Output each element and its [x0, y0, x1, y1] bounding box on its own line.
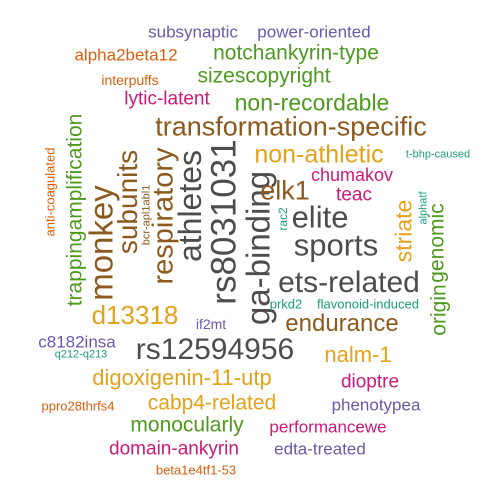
word-if2mt: if2mt: [195, 316, 227, 332]
word-domain-ankyrin: domain-ankyrin: [109, 438, 239, 460]
word-lytic-latent: lytic-latent: [124, 88, 210, 110]
word-ppro28thrfs4: ppro28thrfs4: [41, 398, 115, 414]
word-beta1e4tf1-53: beta1e4tf1-53: [155, 462, 237, 478]
word-phenotypea: phenotypea: [331, 395, 421, 415]
word-rac2: rac2: [276, 207, 290, 231]
word-notchankyrin-type: notchankyrin-type: [213, 41, 379, 65]
word-alpha2beta12: alpha2beta12: [74, 45, 178, 65]
word-d13318: d13318: [91, 300, 179, 330]
word-ets-related: ets-related: [278, 266, 420, 299]
word-teac: teac: [336, 184, 372, 206]
word-performancewe: performancewe: [269, 417, 387, 437]
word-dioptre: dioptre: [340, 371, 400, 393]
word-cabp4-related: cabp4-related: [147, 391, 277, 415]
word-chumakov: chumakov: [310, 165, 394, 185]
word-endurance: endurance: [285, 310, 399, 337]
word-non-athletic: non-athletic: [254, 140, 384, 169]
word-flavonoid-induced: flavonoid-induced: [317, 296, 419, 312]
word-interpuffs: interpuffs: [101, 72, 159, 88]
word-genomic: genomic: [425, 203, 449, 283]
word-edta-treated: edta-treated: [274, 439, 366, 459]
word-nalm-1: nalm-1: [324, 342, 392, 367]
word-elk1: elk1: [260, 175, 310, 206]
word-c8182insa: c8182insa: [38, 332, 116, 352]
word-prkd2: prkd2: [269, 296, 303, 312]
word-non-recordable: non-recordable: [234, 89, 390, 116]
word-anti-coagulated: anti-coagulated: [42, 147, 58, 237]
word-origin: origin: [427, 284, 451, 336]
word-athletes: athletes: [172, 149, 208, 263]
word-subunits: subunits: [112, 149, 143, 255]
word-digoxigenin-11-utp: digoxigenin-11-utp: [92, 365, 272, 390]
word-subsynaptic: subsynaptic: [148, 22, 238, 42]
word-monocularly: monocularly: [130, 413, 244, 437]
word-t-bhp-caused: t-bhp-caused: [405, 148, 471, 161]
word-rs8031031: rs8031031: [204, 139, 244, 305]
word-power-oriented: power-oriented: [257, 22, 371, 42]
word-sizescopyright: sizescopyright: [197, 64, 331, 88]
word-transformation-specific: transformation-specific: [155, 111, 427, 142]
word-striate: striate: [390, 199, 417, 263]
word-sports: sports: [293, 227, 379, 263]
word-rs12594956: rs12594956: [135, 333, 295, 366]
word-q212-q213: q212-q213: [54, 348, 108, 361]
word-elite: elite: [291, 199, 349, 235]
